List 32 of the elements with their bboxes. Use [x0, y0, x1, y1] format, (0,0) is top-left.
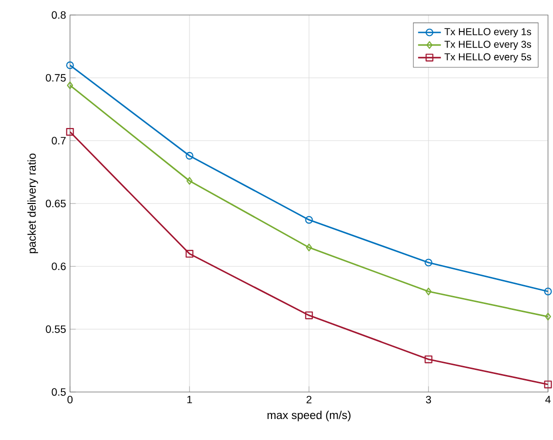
y-tick-label: 0.55 [46, 325, 66, 333]
point [424, 258, 432, 266]
point [66, 82, 74, 90]
y-tick-label: 0.8 [52, 11, 66, 19]
y-axis-title: packet delivery ratio [27, 154, 38, 254]
point [544, 380, 552, 388]
y-tick-label: 0.6 [52, 262, 66, 270]
point [186, 177, 193, 185]
x-axis-title: max speed (m/s) [268, 410, 350, 422]
y-tick-label: 0.75 [46, 74, 66, 82]
point [305, 216, 313, 224]
point [424, 355, 432, 364]
legend-label: Tx HELLO every 5s [444, 53, 532, 62]
point [186, 152, 194, 160]
y-tick-label: 0.7 [52, 136, 66, 144]
x-tick-label: 2 [306, 396, 312, 404]
point [305, 311, 313, 320]
legend-label: Tx HELLO every 1s [444, 28, 532, 38]
point [66, 61, 74, 70]
point [306, 244, 312, 252]
y-tick-label: 0.65 [46, 200, 66, 208]
point [544, 312, 552, 320]
x-tick-label: 1 [187, 396, 192, 404]
x-tick-label: 0 [67, 396, 73, 404]
point [66, 128, 74, 136]
legend-label: Tx HELLO every 3s [444, 40, 532, 50]
x-tick-label: 4 [545, 396, 551, 404]
point [544, 288, 552, 296]
point [186, 250, 194, 258]
y-tick-label: 0.5 [52, 388, 66, 396]
point [425, 288, 432, 296]
x-tick-label: 3 [426, 396, 431, 404]
